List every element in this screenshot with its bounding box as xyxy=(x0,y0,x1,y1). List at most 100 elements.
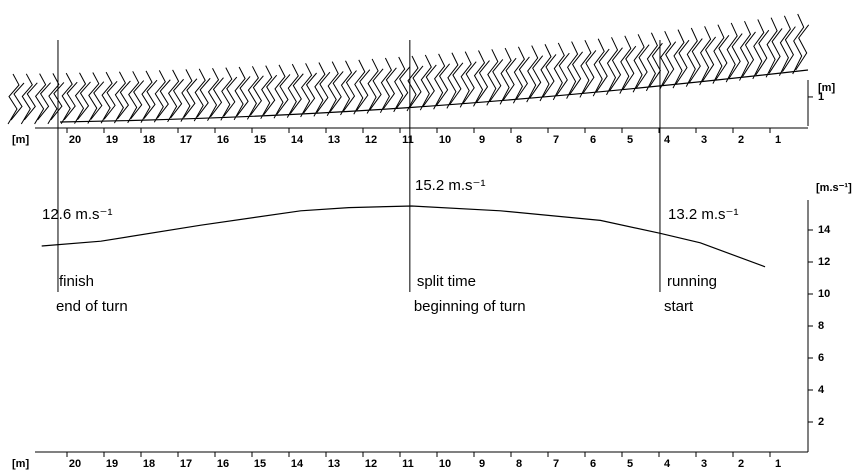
stick-figure xyxy=(675,39,690,85)
x-tick-label: 13 xyxy=(328,458,340,470)
stick-figure xyxy=(459,51,472,108)
x-tick-label: 15 xyxy=(254,134,266,146)
stick-figure xyxy=(246,66,259,120)
stick-figure xyxy=(193,68,206,122)
stick-figure xyxy=(7,73,20,125)
stick-figure xyxy=(286,63,299,118)
stick-figure xyxy=(685,27,698,87)
event-label: end of turn xyxy=(56,298,128,315)
stick-figure xyxy=(326,61,339,116)
event-label: finish xyxy=(59,273,94,290)
x-tick-label: 2 xyxy=(738,134,744,146)
stick-figure xyxy=(313,62,326,117)
stick-figure xyxy=(60,72,73,125)
stick-figure xyxy=(606,37,619,96)
stick-figure xyxy=(795,24,810,71)
x-tick-label: 16 xyxy=(217,134,229,146)
stick-figure xyxy=(699,26,712,86)
stick-figure xyxy=(569,51,583,95)
y-axis-label: [m.s⁻¹] xyxy=(816,182,852,194)
stick-figure xyxy=(340,60,353,116)
stick-figure xyxy=(393,56,406,113)
stick-figure xyxy=(781,26,796,72)
stick-figure xyxy=(276,74,291,115)
stick-figure xyxy=(263,74,278,116)
stick-figure xyxy=(752,19,765,80)
stick-figure xyxy=(343,70,357,112)
stick-figure xyxy=(555,52,570,97)
stick-figure xyxy=(156,79,171,119)
velocity-line xyxy=(41,205,766,268)
stick-figure xyxy=(34,73,47,125)
x-tick-label: 8 xyxy=(516,458,522,470)
stick-figure xyxy=(739,21,752,81)
stick-figure xyxy=(379,57,392,113)
event-label: start xyxy=(664,298,694,315)
stick-figure xyxy=(113,71,127,124)
y-tick-label: 6 xyxy=(818,352,824,364)
stick-figure xyxy=(100,71,113,124)
stick-figure xyxy=(725,22,738,83)
x-tick-label: 9 xyxy=(479,458,485,470)
stick-figure xyxy=(87,72,100,124)
stick-figure xyxy=(778,15,791,76)
stick-figure xyxy=(207,67,220,122)
stick-figure xyxy=(512,46,525,104)
y-tick-label: 10 xyxy=(818,288,830,300)
x-tick-label: 18 xyxy=(143,134,155,146)
stick-figure xyxy=(742,31,756,77)
stick-figure xyxy=(672,29,685,89)
x-tick-label: 1 xyxy=(775,134,781,146)
stick-figure xyxy=(515,56,530,100)
y-tick-label: 14 xyxy=(818,224,831,236)
x-tick-label: 18 xyxy=(143,458,155,470)
stick-figure xyxy=(792,13,805,75)
x-tick-label: 4 xyxy=(664,458,671,470)
x-tick-label: 14 xyxy=(291,134,304,146)
y-tick-label: 1 xyxy=(818,91,824,103)
stick-figure xyxy=(63,81,78,121)
stick-figure xyxy=(366,58,379,114)
stick-figure xyxy=(579,39,592,98)
stick-figure xyxy=(140,70,153,123)
stick-figure xyxy=(542,54,557,98)
stick-figure xyxy=(23,82,38,121)
x-tick-label: 9 xyxy=(479,134,485,146)
stick-figure xyxy=(473,50,486,107)
stick-figure xyxy=(289,73,304,114)
x-tick-label: 6 xyxy=(590,134,596,146)
stick-figure xyxy=(143,79,158,119)
velocity-annotation: 12.6 m.s⁻¹ xyxy=(42,206,112,223)
y-tick-label: 4 xyxy=(818,384,825,396)
stick-figure xyxy=(768,28,783,74)
stick-figure xyxy=(10,82,25,121)
stick-figure xyxy=(260,65,273,120)
event-label: beginning of turn xyxy=(414,298,526,315)
stick-figure xyxy=(329,71,344,113)
stick-figure xyxy=(74,72,87,124)
stick-figure xyxy=(406,55,419,112)
x-tick-label: 7 xyxy=(553,134,559,146)
x-tick-label: 20 xyxy=(69,134,81,146)
stick-figure xyxy=(662,41,677,86)
stick-figure xyxy=(648,42,663,88)
x-tick-label: 11 xyxy=(402,458,414,470)
stick-figure xyxy=(609,47,623,92)
y-axis-label: [m] xyxy=(818,82,835,94)
stick-figure xyxy=(127,71,140,124)
stick-figure xyxy=(728,33,743,79)
stick-figure xyxy=(196,77,211,118)
stick-figure xyxy=(356,69,371,111)
stick-figure xyxy=(170,78,184,119)
velocity-annotation: 15.2 m.s⁻¹ xyxy=(415,177,485,194)
stick-figure xyxy=(153,70,166,123)
stick-figure xyxy=(300,63,313,118)
x-tick-label: 5 xyxy=(627,458,633,470)
x-tick-label: 7 xyxy=(553,458,559,470)
x-tick-label: 12 xyxy=(365,458,377,470)
stick-figure xyxy=(476,60,490,103)
x-tick-label: 10 xyxy=(439,458,451,470)
stick-figure xyxy=(210,77,224,118)
stick-figure xyxy=(449,62,464,105)
stick-figure xyxy=(526,45,539,103)
